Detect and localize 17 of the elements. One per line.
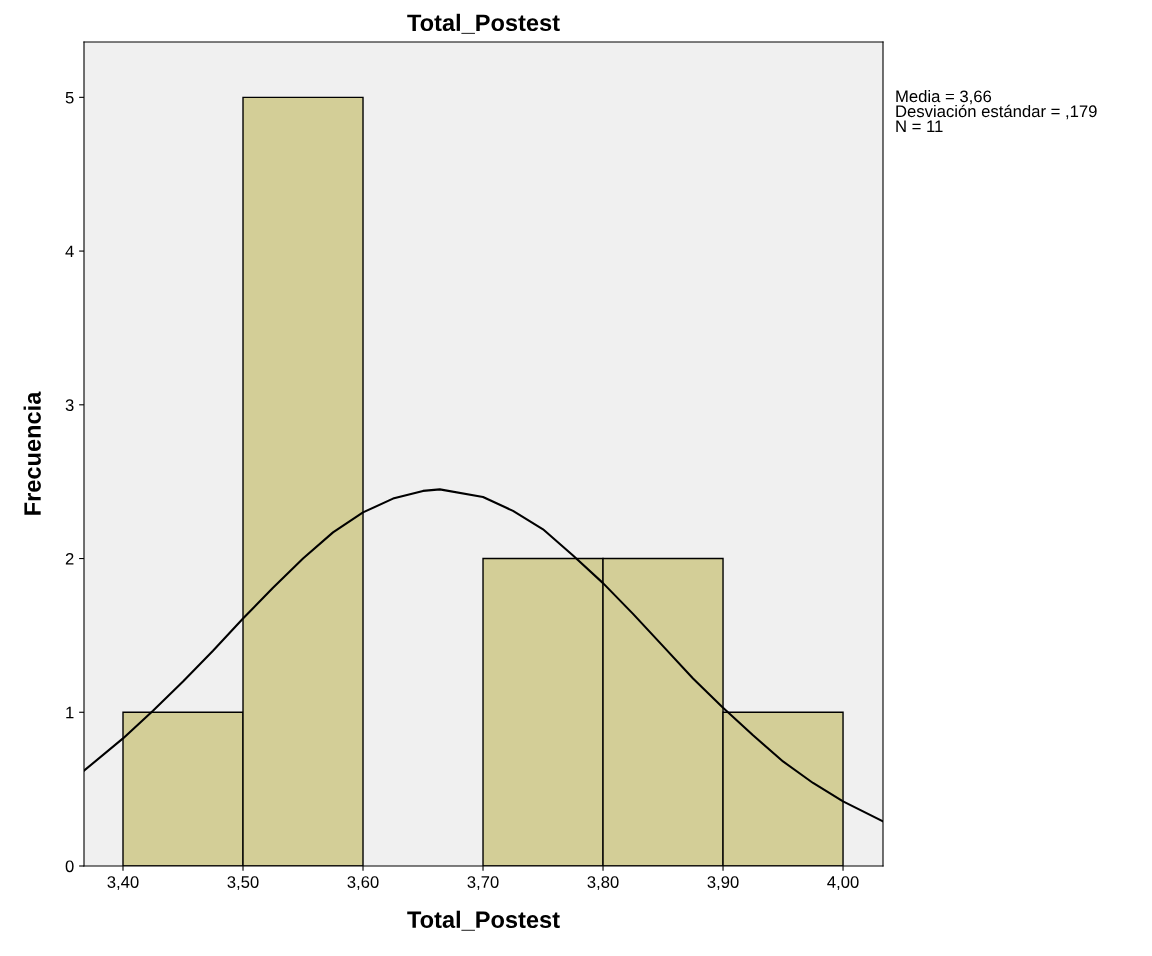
x-tick-label: 3,90 (707, 876, 739, 890)
x-tick-label: 3,40 (107, 876, 139, 890)
x-tick-label: 3,80 (587, 876, 619, 890)
text: Media = 3,66 Desviación estándar = ,179 N = 11 (896, 90, 1097, 132)
y-tick-label: 4 (65, 245, 74, 258)
y-axis-title: Frecuencia (23, 391, 41, 515)
x-tick-label: 4,00 (827, 876, 859, 890)
x-tick-label: 3,70 (467, 876, 499, 890)
y-tick-label: 1 (66, 706, 74, 719)
y-tick-label: 0 (65, 860, 74, 873)
chart-title: Total_Postest (407, 13, 560, 34)
y-tick-label: 2 (65, 552, 74, 565)
x-axis-title: Total_Postest (407, 910, 560, 931)
x-tick-label: 3,50 (227, 876, 259, 890)
x-tick-label: 3,60 (347, 876, 379, 890)
y-tick-label: 3 (65, 399, 74, 412)
y-tick-label: 5 (65, 91, 74, 104)
